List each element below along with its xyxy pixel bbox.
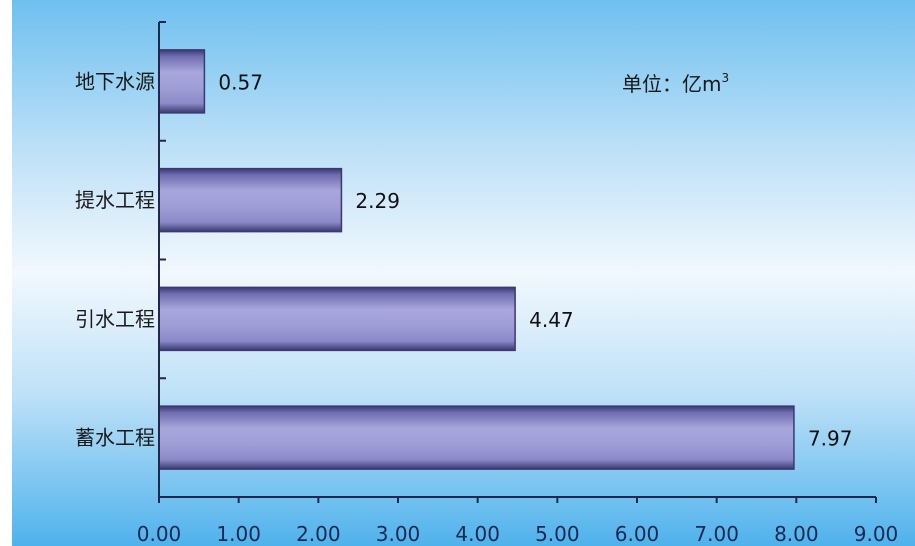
bar [158,167,343,233]
bar-value-label: 2.29 [355,189,400,213]
category-label: 提水工程 [75,188,155,212]
y-ticks-group [159,21,166,498]
category-label: 蓄水工程 [75,426,155,450]
bar [158,405,795,470]
category-label: 地下水源 [75,69,155,93]
bar-value-label: 0.57 [218,70,263,94]
axes: 0.00 1.00 2.00 3.00 4.00 5.00 6.00 7.00 8.00 9.00 [137,21,899,546]
unit-label-superscript: 3 [721,71,729,85]
x-tick-label: 2.00 [296,522,341,546]
bar-value-label: 4.47 [529,308,574,332]
x-tick-label: 1.00 [216,522,261,546]
bar-value-label: 7.97 [808,427,853,451]
bars-group [158,49,795,470]
x-tick-label: 9.00 [854,522,899,546]
value-labels-group: 0.57 2.29 4.47 7.97 [218,70,852,450]
category-label: 引水工程 [75,307,155,331]
unit-label: 单位：亿m3 [622,71,729,96]
x-tick-label: 5.00 [535,522,580,546]
unit-label-text: 单位：亿m [622,72,721,96]
x-tick-label: 4.00 [455,522,500,546]
x-tick-label: 8.00 [774,522,819,546]
x-tick-label: 0.00 [137,522,182,546]
bar [158,286,516,352]
x-ticks-group: 0.00 1.00 2.00 3.00 4.00 5.00 6.00 7.00 8.00 9.00 [137,497,899,546]
x-tick-label: 7.00 [694,522,739,546]
x-tick-label: 6.00 [615,522,660,546]
x-tick-label: 3.00 [376,522,421,546]
bar [158,49,206,114]
